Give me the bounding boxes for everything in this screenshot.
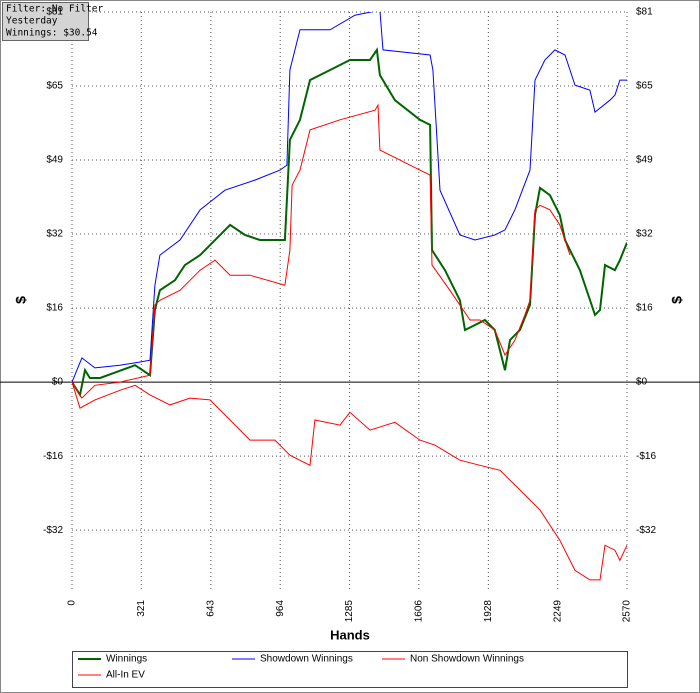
x-tick-label: 2249 bbox=[552, 600, 563, 623]
y-tick-label: $0 bbox=[52, 377, 64, 388]
info-line: Winnings: $30.54 bbox=[6, 28, 98, 39]
y2-tick-label: $16 bbox=[636, 303, 653, 314]
legend-label: Winnings bbox=[106, 654, 147, 665]
info-background bbox=[2, 2, 89, 41]
y-tick-label: $32 bbox=[46, 229, 63, 240]
series-line bbox=[72, 12, 627, 383]
y-axis-label: $ bbox=[13, 296, 29, 304]
x-tick-label: 1606 bbox=[413, 600, 424, 623]
y2-tick-label: $49 bbox=[636, 155, 653, 166]
y-tick-label: $81 bbox=[46, 7, 63, 18]
y2-tick-label: $81 bbox=[636, 7, 653, 18]
legend-label: Showdown Winnings bbox=[260, 654, 353, 665]
y-tick-label: -$16 bbox=[43, 451, 63, 462]
y-tick-label: $65 bbox=[46, 81, 63, 92]
x-tick-label: 321 bbox=[136, 600, 147, 617]
x-axis-label: Hands bbox=[330, 627, 370, 642]
x-tick-label: 1928 bbox=[483, 600, 494, 623]
legend-label: Non Showdown Winnings bbox=[410, 654, 524, 665]
y2-tick-label: $0 bbox=[636, 377, 648, 388]
x-tick-label: 0 bbox=[67, 600, 78, 606]
series-line bbox=[72, 381, 627, 581]
x-tick-label: 643 bbox=[205, 600, 216, 617]
y2-tick-label: $65 bbox=[636, 81, 653, 92]
plot-lines bbox=[72, 12, 627, 581]
x-tick-label: 2570 bbox=[622, 600, 633, 623]
y2-tick-label: -$16 bbox=[636, 451, 656, 462]
legend-box bbox=[72, 651, 628, 688]
legend-label: All-In EV bbox=[106, 670, 145, 681]
y-tick-label: $16 bbox=[46, 303, 63, 314]
legend: Winnings Showdown Winnings Non Showdown Wi… bbox=[78, 654, 524, 681]
info-line: Yesterday bbox=[6, 16, 58, 27]
y2-tick-label: -$32 bbox=[636, 525, 656, 536]
x-tick-label: 964 bbox=[275, 600, 286, 617]
x-tick-label: 1285 bbox=[344, 600, 355, 623]
y-tick-label: $49 bbox=[46, 155, 63, 166]
y-tick-label: -$32 bbox=[43, 525, 63, 536]
series-line bbox=[72, 103, 571, 399]
info-line: Filter: No Filter bbox=[6, 4, 104, 15]
y2-tick-label: $32 bbox=[636, 229, 653, 240]
info-box: Filter: No Filter Yesterday Winnings: $3… bbox=[2, 2, 104, 41]
series-line bbox=[72, 47, 627, 398]
y2-axis-label: $ bbox=[669, 296, 685, 304]
